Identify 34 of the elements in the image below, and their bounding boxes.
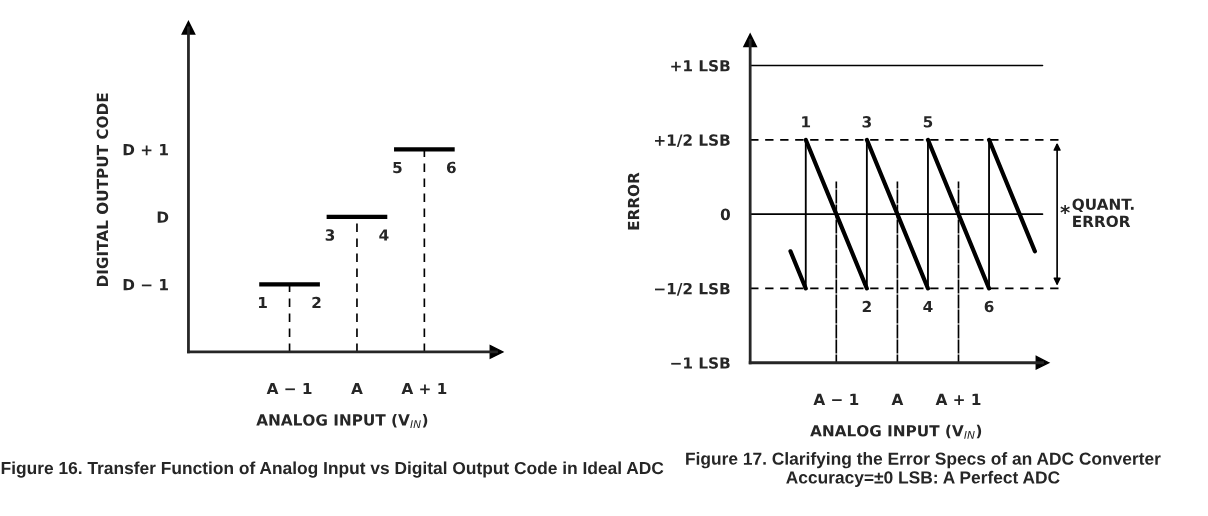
x-axis-title: ANALOG INPUT (V$_{IN}$): [810, 424, 982, 439]
text: 6: [446, 161, 456, 174]
y-tick-label: +1 LSB: [671, 59, 730, 72]
x-tick-label: A − 1: [813, 393, 859, 405]
text: 2: [312, 296, 321, 309]
text: 5: [393, 161, 402, 174]
category-label: A + 1: [401, 382, 447, 395]
text: DIGITAL OUTPUT CODE: [96, 93, 109, 287]
text: ANALOG INPUT (V$_{IN}$): [256, 413, 428, 429]
annotation: 5: [923, 116, 933, 128]
text: *: [1060, 205, 1070, 215]
category-label: A − 1: [266, 382, 312, 395]
y-tick-label: −1/2 LSB: [655, 282, 730, 296]
annotation: 3: [862, 116, 871, 128]
category-label: D − 1: [123, 279, 168, 291]
y-axis-title: ERROR: [627, 172, 640, 230]
x-tick-label: A: [891, 393, 904, 405]
annotation: 6: [984, 300, 994, 313]
category-label: A: [351, 382, 363, 395]
text: 4: [379, 229, 389, 241]
text: Figure 16. Transfer Function of Analog Input vs Digital Output Code in Ideal ADC: [1, 461, 664, 478]
annotation: 1: [802, 116, 811, 128]
text: 1: [259, 296, 267, 309]
text: 3: [325, 229, 335, 241]
category-label: D + 1: [123, 144, 168, 156]
text: QUANT. ERROR: [1072, 198, 1134, 228]
category-label: D: [157, 211, 169, 223]
y-tick-label: 0: [720, 208, 730, 221]
annotation: 2: [862, 300, 871, 313]
y-tick-label: −1 LSB: [671, 357, 730, 369]
y-tick-label: +1/2 LSB: [655, 134, 730, 148]
x-tick-label: A + 1: [935, 393, 981, 405]
annotation: 4: [923, 300, 933, 313]
text: Figure 17. Clarifying the Error Specs of an ADC Converter Accuracy=±0 LSB: A Perfect ADC: [686, 452, 1161, 488]
